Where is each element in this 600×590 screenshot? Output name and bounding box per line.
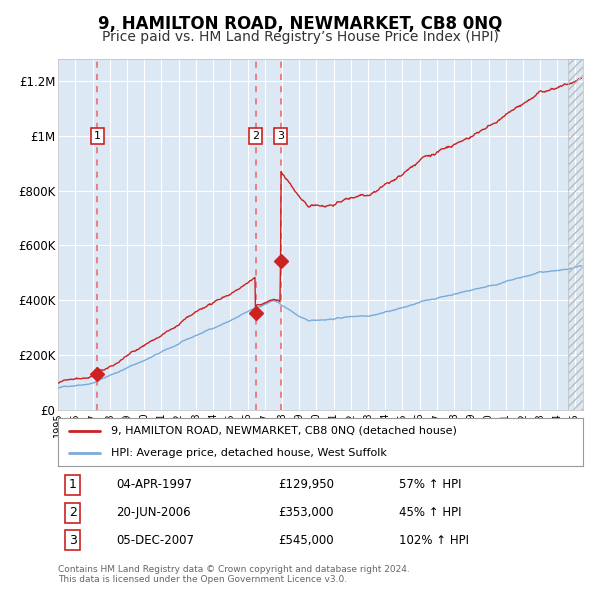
- Text: 2: 2: [69, 506, 77, 519]
- Text: 9, HAMILTON ROAD, NEWMARKET, CB8 0NQ: 9, HAMILTON ROAD, NEWMARKET, CB8 0NQ: [98, 15, 502, 33]
- Text: Contains HM Land Registry data © Crown copyright and database right 2024.
This d: Contains HM Land Registry data © Crown c…: [58, 565, 410, 584]
- Text: £129,950: £129,950: [278, 478, 335, 491]
- Text: 102% ↑ HPI: 102% ↑ HPI: [400, 534, 469, 547]
- Text: Price paid vs. HM Land Registry’s House Price Index (HPI): Price paid vs. HM Land Registry’s House …: [101, 30, 499, 44]
- Text: 04-APR-1997: 04-APR-1997: [116, 478, 192, 491]
- Bar: [568, 59, 583, 410]
- Text: HPI: Average price, detached house, West Suffolk: HPI: Average price, detached house, West…: [110, 448, 386, 458]
- Text: 05-DEC-2007: 05-DEC-2007: [116, 534, 194, 547]
- Text: 45% ↑ HPI: 45% ↑ HPI: [400, 506, 462, 519]
- Text: 20-JUN-2006: 20-JUN-2006: [116, 506, 191, 519]
- Text: 1: 1: [94, 131, 101, 141]
- Text: 3: 3: [277, 131, 284, 141]
- Text: £353,000: £353,000: [278, 506, 334, 519]
- Text: 2: 2: [252, 131, 259, 141]
- Text: 1: 1: [69, 478, 77, 491]
- Text: 3: 3: [69, 534, 77, 547]
- Bar: [568, 59, 583, 410]
- Text: £545,000: £545,000: [278, 534, 334, 547]
- Text: 9, HAMILTON ROAD, NEWMARKET, CB8 0NQ (detached house): 9, HAMILTON ROAD, NEWMARKET, CB8 0NQ (de…: [110, 426, 457, 436]
- Text: 57% ↑ HPI: 57% ↑ HPI: [400, 478, 462, 491]
